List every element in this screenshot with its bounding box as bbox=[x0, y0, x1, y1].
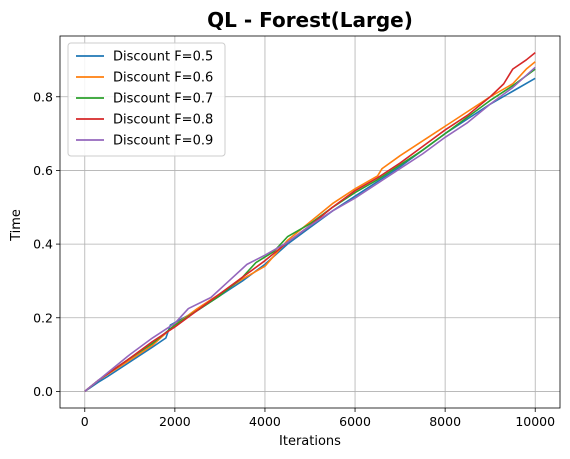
y-tick-label: 0.2 bbox=[33, 310, 53, 325]
y-tick-label: 0.6 bbox=[33, 163, 53, 178]
axis-ticks: 0 2000 4000 6000 8000 10000 0.0 0.2 0.4 0.6 0.8 bbox=[33, 89, 555, 429]
series-line bbox=[84, 66, 536, 393]
legend-label: Discount F=0.9 bbox=[113, 134, 213, 149]
y-tick-label: 0.8 bbox=[33, 89, 53, 104]
x-axis-label: Iterations bbox=[279, 434, 341, 449]
x-tick-label: 4000 bbox=[249, 414, 281, 429]
x-tick-label: 6000 bbox=[339, 414, 371, 429]
legend-label: Discount F=0.8 bbox=[113, 113, 213, 128]
chart-title: QL - Forest(Large) bbox=[207, 8, 413, 32]
series-line bbox=[84, 51, 536, 393]
plot-frame bbox=[59, 35, 561, 409]
legend-label: Discount F=0.5 bbox=[113, 50, 213, 65]
y-tick-label: 0.4 bbox=[33, 237, 53, 252]
legend-label: Discount F=0.6 bbox=[113, 71, 213, 86]
x-tick-label: 8000 bbox=[429, 414, 461, 429]
x-tick-label: 0 bbox=[81, 414, 89, 429]
x-tick-label: 2000 bbox=[159, 414, 191, 429]
x-tick-label: 10000 bbox=[515, 414, 555, 429]
legend-box bbox=[67, 42, 226, 157]
y-tick-label: 0.0 bbox=[33, 384, 53, 399]
y-axis-label: Time bbox=[9, 209, 24, 242]
legend: Discount F=0.5 Discount F=0.6 Discount F=0… bbox=[67, 42, 226, 157]
legend-label: Discount F=0.7 bbox=[113, 92, 213, 107]
series-lines bbox=[84, 51, 536, 393]
